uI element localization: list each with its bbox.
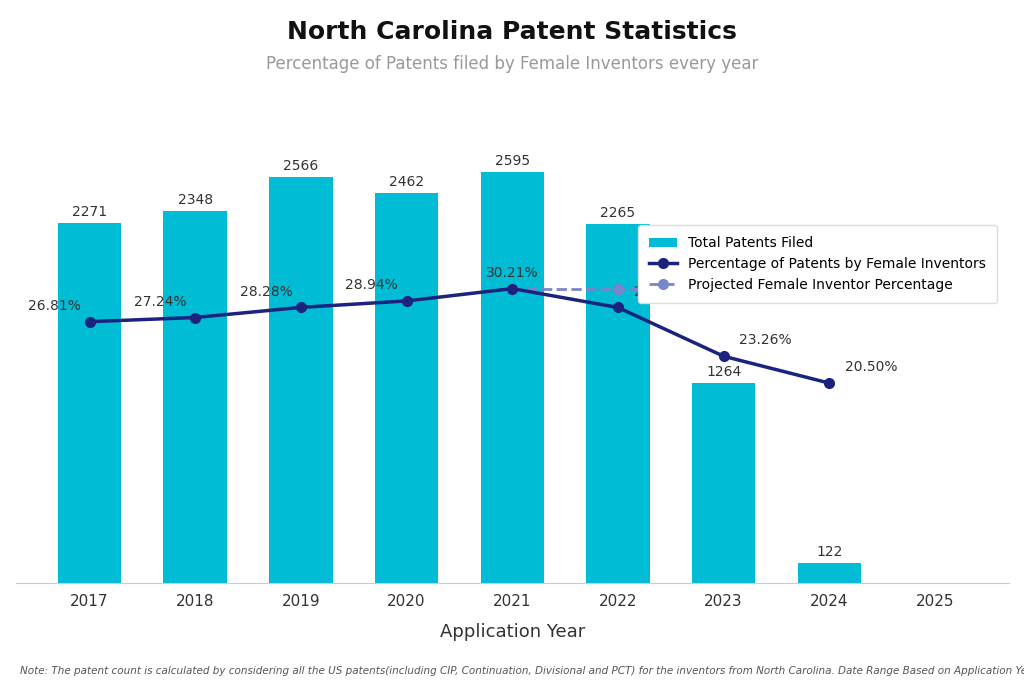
Text: 28.27%: 28.27%: [634, 285, 686, 298]
Text: Note: The patent count is calculated by considering all the US patents(including: Note: The patent count is calculated by …: [20, 666, 1024, 676]
Text: North Carolina Patent Statistics: North Carolina Patent Statistics: [287, 20, 737, 44]
Text: 2595: 2595: [495, 154, 529, 168]
Bar: [587, 225, 649, 583]
Text: 28.28%: 28.28%: [240, 285, 293, 298]
Legend: Total Patents Filed, Percentage of Patents by Female Inventors, Projected Female: Total Patents Filed, Percentage of Paten…: [638, 225, 997, 303]
Bar: [57, 223, 121, 583]
X-axis label: Application Year: Application Year: [439, 623, 585, 641]
Bar: [164, 211, 227, 583]
Text: 30.21%: 30.21%: [486, 266, 539, 280]
Bar: [692, 382, 756, 583]
Text: 2462: 2462: [389, 176, 424, 189]
Text: 23.26%: 23.26%: [739, 333, 793, 348]
Text: 1264: 1264: [706, 365, 741, 379]
Text: 2271: 2271: [72, 206, 108, 219]
Bar: [480, 172, 544, 583]
Text: 27.24%: 27.24%: [134, 295, 186, 309]
Text: 28.94%: 28.94%: [345, 278, 398, 292]
Text: 2265: 2265: [600, 206, 636, 221]
Text: Percentage of Patents filed by Female Inventors every year: Percentage of Patents filed by Female In…: [266, 55, 758, 72]
Text: 20.50%: 20.50%: [845, 361, 898, 374]
Bar: [269, 177, 333, 583]
Text: 2566: 2566: [284, 159, 318, 173]
Text: 122: 122: [816, 546, 843, 559]
Text: 2348: 2348: [177, 193, 213, 208]
Bar: [798, 563, 861, 583]
Text: 26.81%: 26.81%: [29, 299, 81, 313]
Bar: [375, 193, 438, 583]
